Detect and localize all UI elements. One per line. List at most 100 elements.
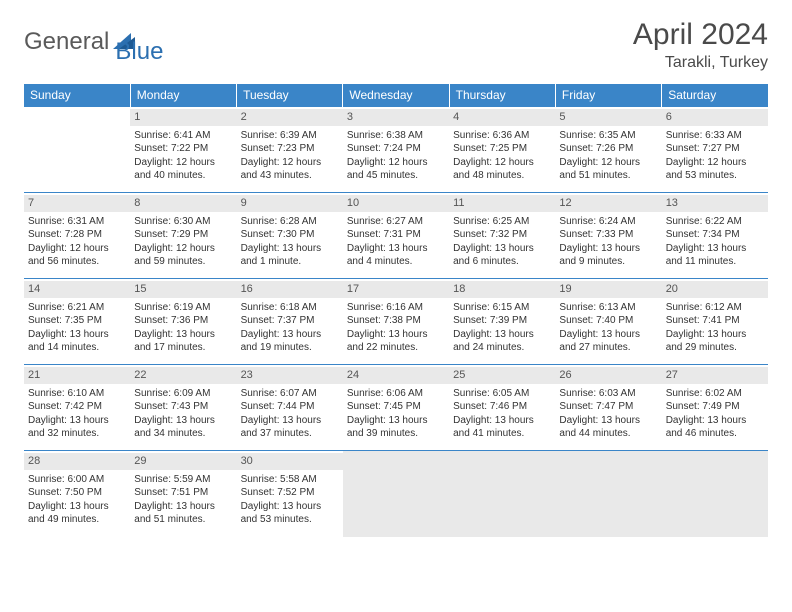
calendar-cell: 11Sunrise: 6:25 AMSunset: 7:32 PMDayligh… bbox=[449, 193, 555, 279]
day-info-line: and 39 minutes. bbox=[347, 427, 445, 441]
calendar-table: SundayMondayTuesdayWednesdayThursdayFrid… bbox=[24, 84, 768, 537]
day-info-line: and 9 minutes. bbox=[559, 255, 657, 269]
calendar-cell: 25Sunrise: 6:05 AMSunset: 7:46 PMDayligh… bbox=[449, 365, 555, 451]
calendar-cell bbox=[24, 107, 130, 193]
day-number: 9 bbox=[237, 195, 343, 212]
day-info-line: and 46 minutes. bbox=[666, 427, 764, 441]
calendar-row: 28Sunrise: 6:00 AMSunset: 7:50 PMDayligh… bbox=[24, 451, 768, 537]
day-header: Friday bbox=[555, 84, 661, 107]
calendar-row: 14Sunrise: 6:21 AMSunset: 7:35 PMDayligh… bbox=[24, 279, 768, 365]
calendar-thead: SundayMondayTuesdayWednesdayThursdayFrid… bbox=[24, 84, 768, 107]
day-info-line: Sunrise: 6:24 AM bbox=[559, 215, 657, 229]
day-info-line: Daylight: 13 hours bbox=[453, 328, 551, 342]
day-info-line: Sunrise: 6:30 AM bbox=[134, 215, 232, 229]
day-info-line: Sunset: 7:42 PM bbox=[28, 400, 126, 414]
day-number: 15 bbox=[130, 281, 236, 298]
day-info-line: Daylight: 13 hours bbox=[453, 242, 551, 256]
day-info-line: Daylight: 13 hours bbox=[453, 414, 551, 428]
day-info-line: Sunrise: 6:15 AM bbox=[453, 301, 551, 315]
day-info-line: and 24 minutes. bbox=[453, 341, 551, 355]
day-number: 2 bbox=[237, 109, 343, 126]
calendar-cell: 17 Sunrise: 6:16 AMSunset: 7:38 PMDayligh… bbox=[343, 279, 449, 365]
calendar-row: 1Sunrise: 6:41 AMSunset: 7:22 PMDaylight… bbox=[24, 107, 768, 193]
calendar-row: 7Sunrise: 6:31 AMSunset: 7:28 PMDaylight… bbox=[24, 193, 768, 279]
calendar-cell: 4Sunrise: 6:36 AMSunset: 7:25 PMDaylight… bbox=[449, 107, 555, 193]
day-info-line: Daylight: 13 hours bbox=[559, 328, 657, 342]
calendar-body: 1Sunrise: 6:41 AMSunset: 7:22 PMDaylight… bbox=[24, 107, 768, 537]
day-info-line: Sunset: 7:31 PM bbox=[347, 228, 445, 242]
day-number: 13 bbox=[662, 195, 768, 212]
day-number: 20 bbox=[662, 281, 768, 298]
day-info-line: and 59 minutes. bbox=[134, 255, 232, 269]
day-info-line: Daylight: 13 hours bbox=[134, 414, 232, 428]
day-info-line: Sunset: 7:32 PM bbox=[453, 228, 551, 242]
calendar-cell: 1Sunrise: 6:41 AMSunset: 7:22 PMDaylight… bbox=[130, 107, 236, 193]
calendar-cell: 13Sunrise: 6:22 AMSunset: 7:34 PMDayligh… bbox=[662, 193, 768, 279]
day-number: 8 bbox=[130, 195, 236, 212]
day-info-line: Daylight: 13 hours bbox=[241, 242, 339, 256]
day-info-line: and 56 minutes. bbox=[28, 255, 126, 269]
page-header: General Blue April 2024 Tarakli, Turkey bbox=[0, 0, 792, 78]
day-info-line: Sunrise: 6:06 AM bbox=[347, 387, 445, 401]
day-info-line: and 11 minutes. bbox=[666, 255, 764, 269]
day-info-line: Sunrise: 6:18 AM bbox=[241, 301, 339, 315]
day-info-line: Daylight: 13 hours bbox=[241, 328, 339, 342]
day-info-line: Sunrise: 6:12 AM bbox=[666, 301, 764, 315]
calendar-cell bbox=[449, 451, 555, 537]
day-header: Monday bbox=[130, 84, 236, 107]
day-number: 17 bbox=[343, 281, 449, 298]
day-info-line: Sunset: 7:22 PM bbox=[134, 142, 232, 156]
day-info-line: Sunset: 7:46 PM bbox=[453, 400, 551, 414]
calendar-cell: 5Sunrise: 6:35 AMSunset: 7:26 PMDaylight… bbox=[555, 107, 661, 193]
day-info-line: Sunset: 7:29 PM bbox=[134, 228, 232, 242]
day-info-line: Daylight: 13 hours bbox=[666, 328, 764, 342]
day-info-line: Sunset: 7:26 PM bbox=[559, 142, 657, 156]
day-info-line: and 53 minutes. bbox=[241, 513, 339, 527]
day-info-line: Daylight: 13 hours bbox=[347, 328, 445, 342]
day-info-line: Sunset: 7:45 PM bbox=[347, 400, 445, 414]
day-info-line: and 51 minutes. bbox=[559, 169, 657, 183]
calendar-cell: 8Sunrise: 6:30 AMSunset: 7:29 PMDaylight… bbox=[130, 193, 236, 279]
day-info-line: Sunset: 7:30 PM bbox=[241, 228, 339, 242]
calendar-cell: 7Sunrise: 6:31 AMSunset: 7:28 PMDaylight… bbox=[24, 193, 130, 279]
calendar-cell: 23Sunrise: 6:07 AMSunset: 7:44 PMDayligh… bbox=[237, 365, 343, 451]
calendar-cell: 21Sunrise: 6:10 AMSunset: 7:42 PMDayligh… bbox=[24, 365, 130, 451]
day-info-line: Daylight: 12 hours bbox=[134, 156, 232, 170]
calendar-cell: 27Sunrise: 6:02 AMSunset: 7:49 PMDayligh… bbox=[662, 365, 768, 451]
day-info-line: and 22 minutes. bbox=[347, 341, 445, 355]
day-info-line: Daylight: 13 hours bbox=[347, 414, 445, 428]
day-info-line: Daylight: 13 hours bbox=[666, 414, 764, 428]
day-info-line: Sunset: 7:43 PM bbox=[134, 400, 232, 414]
day-info-line: Sunset: 7:38 PM bbox=[347, 314, 445, 328]
calendar-cell: 19Sunrise: 6:13 AMSunset: 7:40 PMDayligh… bbox=[555, 279, 661, 365]
day-info-line: Sunrise: 6:38 AM bbox=[347, 129, 445, 143]
day-info-line: and 4 minutes. bbox=[347, 255, 445, 269]
day-number: 14 bbox=[24, 281, 130, 298]
day-number: 4 bbox=[449, 109, 555, 126]
day-info-line: Sunset: 7:35 PM bbox=[28, 314, 126, 328]
day-info-line: Sunrise: 6:16 AM bbox=[347, 301, 445, 315]
day-info-line: Daylight: 12 hours bbox=[559, 156, 657, 170]
day-info-line: and 45 minutes. bbox=[347, 169, 445, 183]
day-info-line: Sunrise: 6:10 AM bbox=[28, 387, 126, 401]
day-number: 22 bbox=[130, 367, 236, 384]
day-info-line: Sunrise: 6:28 AM bbox=[241, 215, 339, 229]
day-info-line: and 51 minutes. bbox=[134, 513, 232, 527]
day-info-line: Sunset: 7:52 PM bbox=[241, 486, 339, 500]
day-info-line: and 17 minutes. bbox=[134, 341, 232, 355]
location-label: Tarakli, Turkey bbox=[633, 54, 768, 72]
day-number: 11 bbox=[449, 195, 555, 212]
day-info-line: Sunset: 7:24 PM bbox=[347, 142, 445, 156]
day-info-line: Daylight: 12 hours bbox=[241, 156, 339, 170]
logo: General Blue bbox=[24, 18, 163, 66]
day-number: 12 bbox=[555, 195, 661, 212]
calendar-cell: 30Sunrise: 5:58 AMSunset: 7:52 PMDayligh… bbox=[237, 451, 343, 537]
day-info-line: Sunset: 7:28 PM bbox=[28, 228, 126, 242]
day-info-line: Daylight: 13 hours bbox=[559, 414, 657, 428]
day-info-line: Daylight: 13 hours bbox=[559, 242, 657, 256]
day-info-line: Sunrise: 6:05 AM bbox=[453, 387, 551, 401]
day-info-line: and 48 minutes. bbox=[453, 169, 551, 183]
day-info-line: Daylight: 13 hours bbox=[28, 414, 126, 428]
day-number: 7 bbox=[24, 195, 130, 212]
day-info-line: Sunset: 7:33 PM bbox=[559, 228, 657, 242]
